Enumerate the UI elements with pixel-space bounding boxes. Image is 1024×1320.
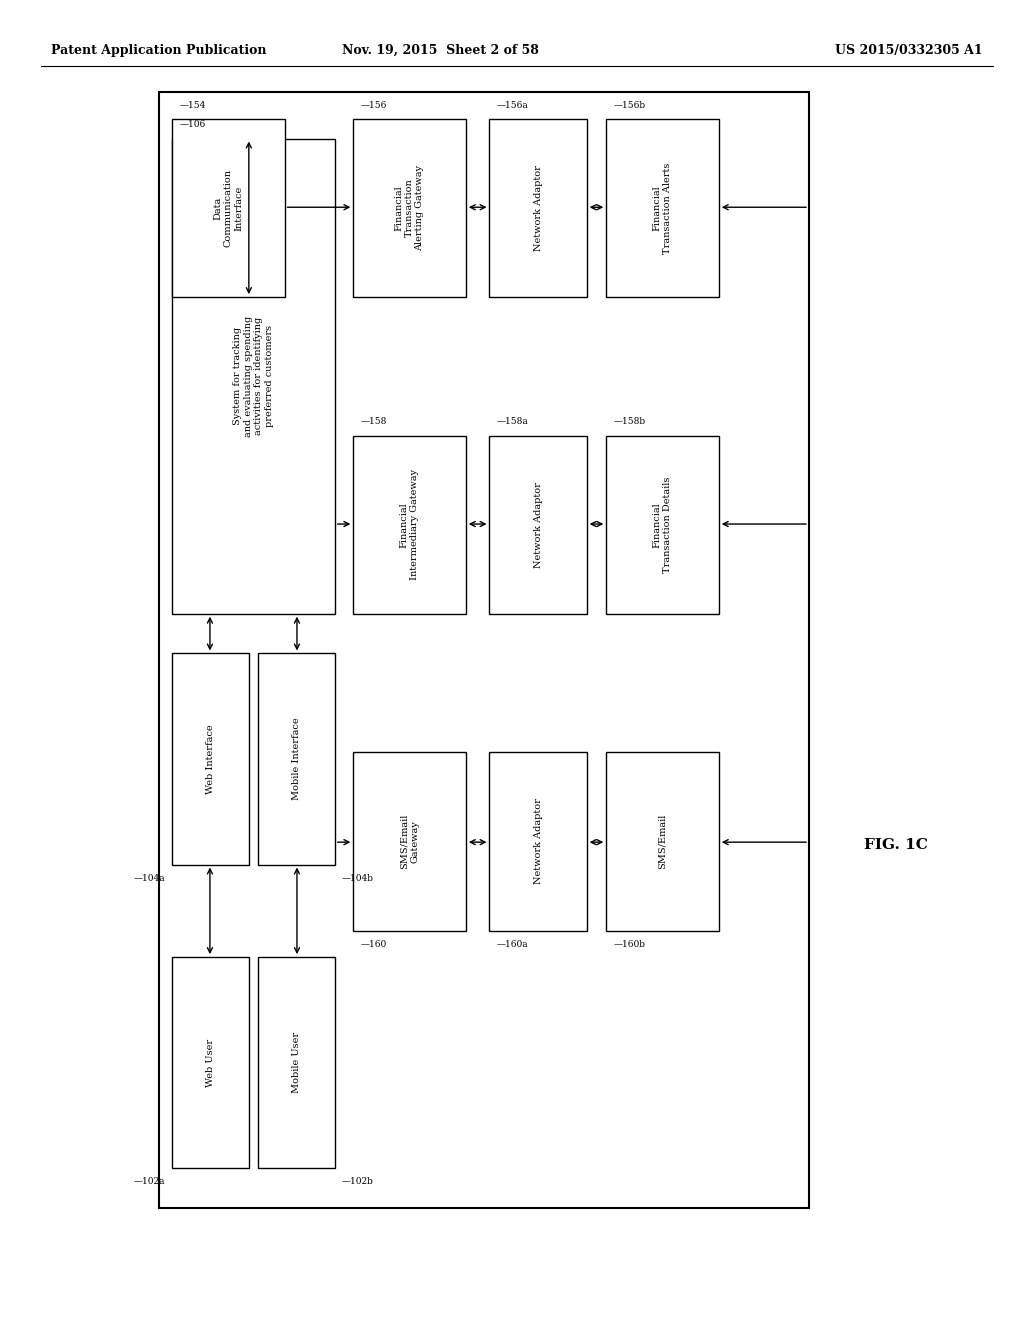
Bar xyxy=(606,119,719,297)
Text: —154: —154 xyxy=(179,100,206,110)
Text: Mobile User: Mobile User xyxy=(292,1032,301,1093)
Text: Web Interface: Web Interface xyxy=(206,725,215,793)
Text: —158a: —158a xyxy=(497,417,528,426)
Text: Nov. 19, 2015  Sheet 2 of 58: Nov. 19, 2015 Sheet 2 of 58 xyxy=(342,44,539,57)
Bar xyxy=(159,92,809,1208)
Bar xyxy=(172,653,249,865)
Text: FIG. 1C: FIG. 1C xyxy=(864,838,928,851)
Text: SMS/Email: SMS/Email xyxy=(658,814,667,869)
Bar xyxy=(489,436,587,614)
Text: Financial
Transaction Alerts: Financial Transaction Alerts xyxy=(653,162,672,253)
Bar xyxy=(172,957,249,1168)
Text: Mobile Interface: Mobile Interface xyxy=(292,718,301,800)
Text: Financial
Intermediary Gateway: Financial Intermediary Gateway xyxy=(400,469,419,581)
Text: Patent Application Publication: Patent Application Publication xyxy=(51,44,266,57)
Text: Network Adaptor: Network Adaptor xyxy=(534,482,543,568)
Bar xyxy=(353,436,466,614)
Text: Financial
Transaction
Alerting Gateway: Financial Transaction Alerting Gateway xyxy=(394,165,425,251)
Text: —104a: —104a xyxy=(133,874,165,883)
Bar xyxy=(353,752,466,931)
Bar xyxy=(489,119,587,297)
Text: —160b: —160b xyxy=(613,940,645,949)
Bar xyxy=(606,752,719,931)
Text: —158: —158 xyxy=(360,417,387,426)
Text: SMS/Email
Gateway: SMS/Email Gateway xyxy=(400,814,419,869)
Bar xyxy=(606,436,719,614)
Text: —106: —106 xyxy=(179,120,206,129)
Text: —104b: —104b xyxy=(342,874,374,883)
Text: System for tracking
and evaluating spending
activities for identifying
preferred: System for tracking and evaluating spend… xyxy=(233,315,273,437)
Bar xyxy=(258,957,335,1168)
Bar xyxy=(353,119,466,297)
Text: —102b: —102b xyxy=(342,1177,374,1187)
Text: US 2015/0332305 A1: US 2015/0332305 A1 xyxy=(836,44,983,57)
Text: Data
Communication
Interface: Data Communication Interface xyxy=(213,169,244,247)
Bar xyxy=(172,139,335,614)
Text: Network Adaptor: Network Adaptor xyxy=(534,799,543,884)
Text: —160a: —160a xyxy=(497,940,528,949)
Bar xyxy=(489,752,587,931)
Bar xyxy=(172,119,285,297)
Text: Network Adaptor: Network Adaptor xyxy=(534,165,543,251)
Text: Financial
Transaction Details: Financial Transaction Details xyxy=(653,477,672,573)
Text: —102a: —102a xyxy=(133,1177,165,1187)
Bar xyxy=(258,653,335,865)
Text: —156: —156 xyxy=(360,100,387,110)
Text: Web User: Web User xyxy=(206,1039,215,1086)
Text: —160: —160 xyxy=(360,940,387,949)
Text: —158b: —158b xyxy=(613,417,645,426)
Text: —156b: —156b xyxy=(613,100,645,110)
Text: —156a: —156a xyxy=(497,100,528,110)
